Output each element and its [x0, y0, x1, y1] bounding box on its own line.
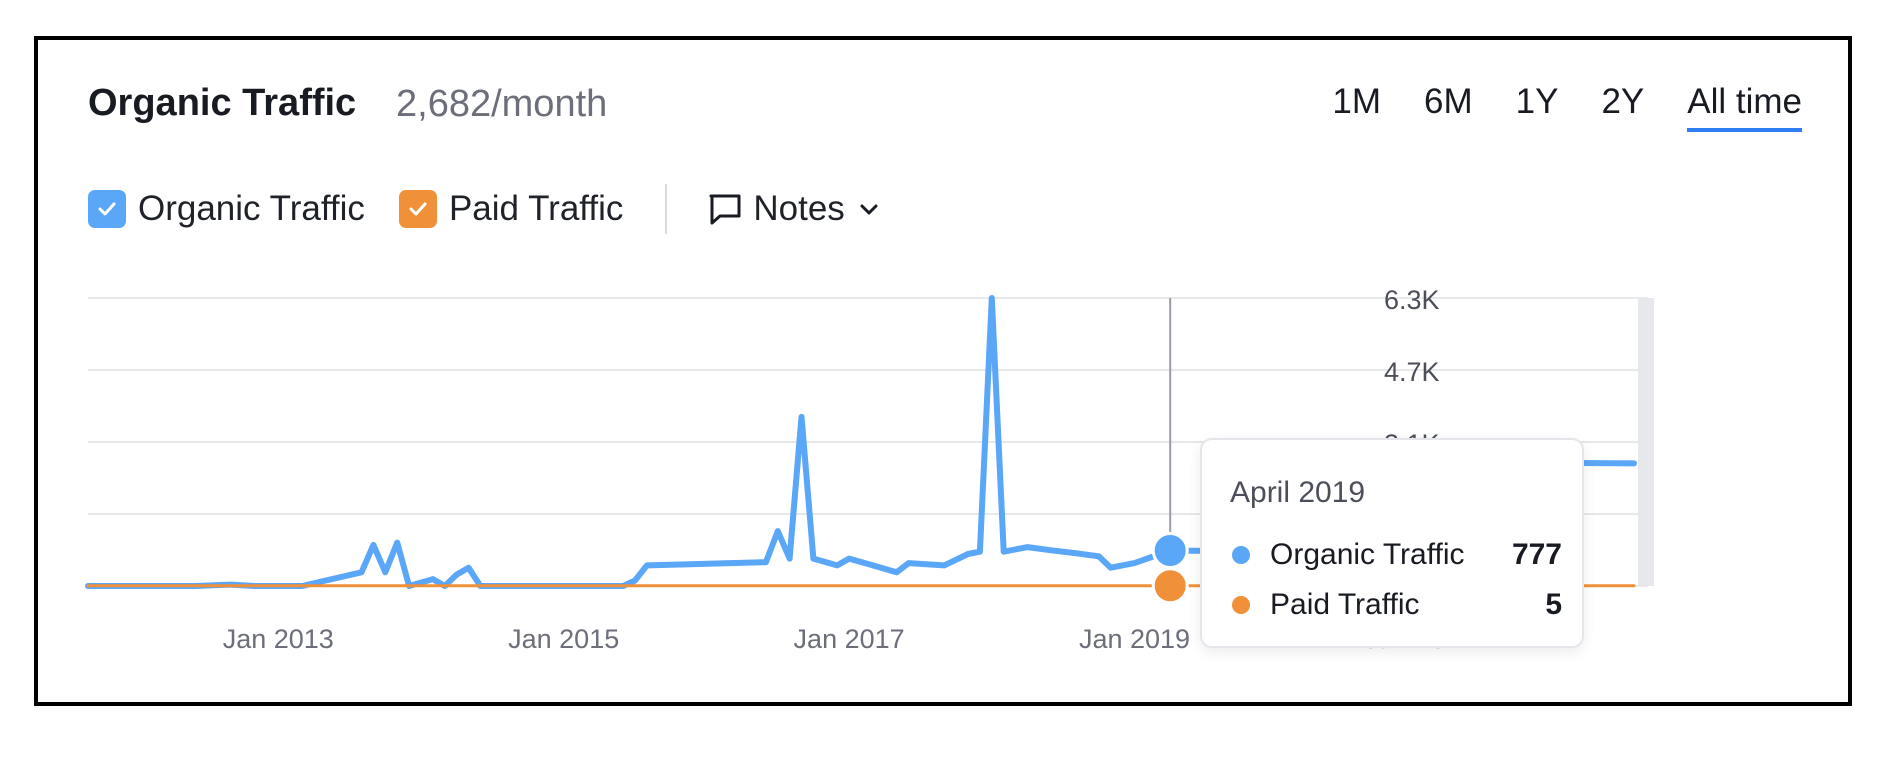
time-range-selector: 1M 6M 1Y 2Y All time [1332, 82, 1802, 132]
organic-traffic-line [85, 295, 1637, 589]
paid-checkbox-icon[interactable] [398, 190, 437, 228]
organic-traffic-card: Organic Traffic 2,682/month 1M 6M 1Y 2Y … [34, 36, 1852, 706]
notes-dropdown[interactable]: Notes [707, 189, 880, 229]
x-tick-label: Jan 2015 [508, 624, 619, 654]
tooltip-organic-value: 777 [1511, 538, 1562, 571]
legend-divider [665, 184, 668, 234]
organic-dot-icon [1232, 546, 1250, 564]
x-tick-label: Jan 2019 [1079, 624, 1190, 654]
paid-dot-icon [1232, 596, 1250, 614]
organic-checkbox-icon[interactable] [88, 190, 126, 228]
chart-legend: Organic Traffic Paid Traffic Notes [88, 184, 881, 234]
partial-period-band [1638, 298, 1654, 586]
range-all-time[interactable]: All time [1687, 82, 1802, 132]
tooltip-organic-row: Organic Traffic 777 [1232, 538, 1562, 572]
paid-legend-label: Paid Traffic [448, 189, 624, 228]
organic-legend-label: Organic Traffic [138, 189, 365, 228]
y-tick-label: 4.7K [1384, 357, 1440, 387]
chevron-down-icon [857, 197, 881, 221]
x-tick-label: Jan 2013 [223, 624, 334, 654]
tooltip-paid-value: 5 [1545, 588, 1562, 621]
tooltip-organic-label: Organic Traffic [1270, 538, 1465, 571]
range-6m[interactable]: 6M [1424, 82, 1473, 121]
tooltip-paid-label: Paid Traffic [1270, 588, 1420, 621]
organic-traffic-toggle[interactable]: Organic Traffic [88, 189, 365, 229]
notes-label: Notes [753, 189, 845, 228]
paid-traffic-toggle[interactable]: Paid Traffic [398, 189, 624, 229]
tooltip-date: April 2019 [1230, 476, 1366, 509]
range-1m[interactable]: 1M [1332, 82, 1381, 121]
widget-title: Organic Traffic [88, 82, 357, 124]
organic-hover-marker [1151, 531, 1189, 569]
tooltip-paid-row: Paid Traffic 5 [1232, 588, 1562, 622]
x-tick-label: Jan 2017 [794, 624, 905, 654]
range-1y[interactable]: 1Y [1515, 82, 1559, 121]
range-2y[interactable]: 2Y [1601, 82, 1645, 121]
chart-tooltip: April 2019 Organic Traffic 777 Paid Traf… [1200, 438, 1584, 648]
comment-icon [707, 191, 743, 227]
monthly-traffic-value: 2,682/month [396, 83, 608, 125]
paid-hover-marker [1151, 567, 1189, 605]
y-tick-label: 6.3K [1384, 285, 1440, 315]
